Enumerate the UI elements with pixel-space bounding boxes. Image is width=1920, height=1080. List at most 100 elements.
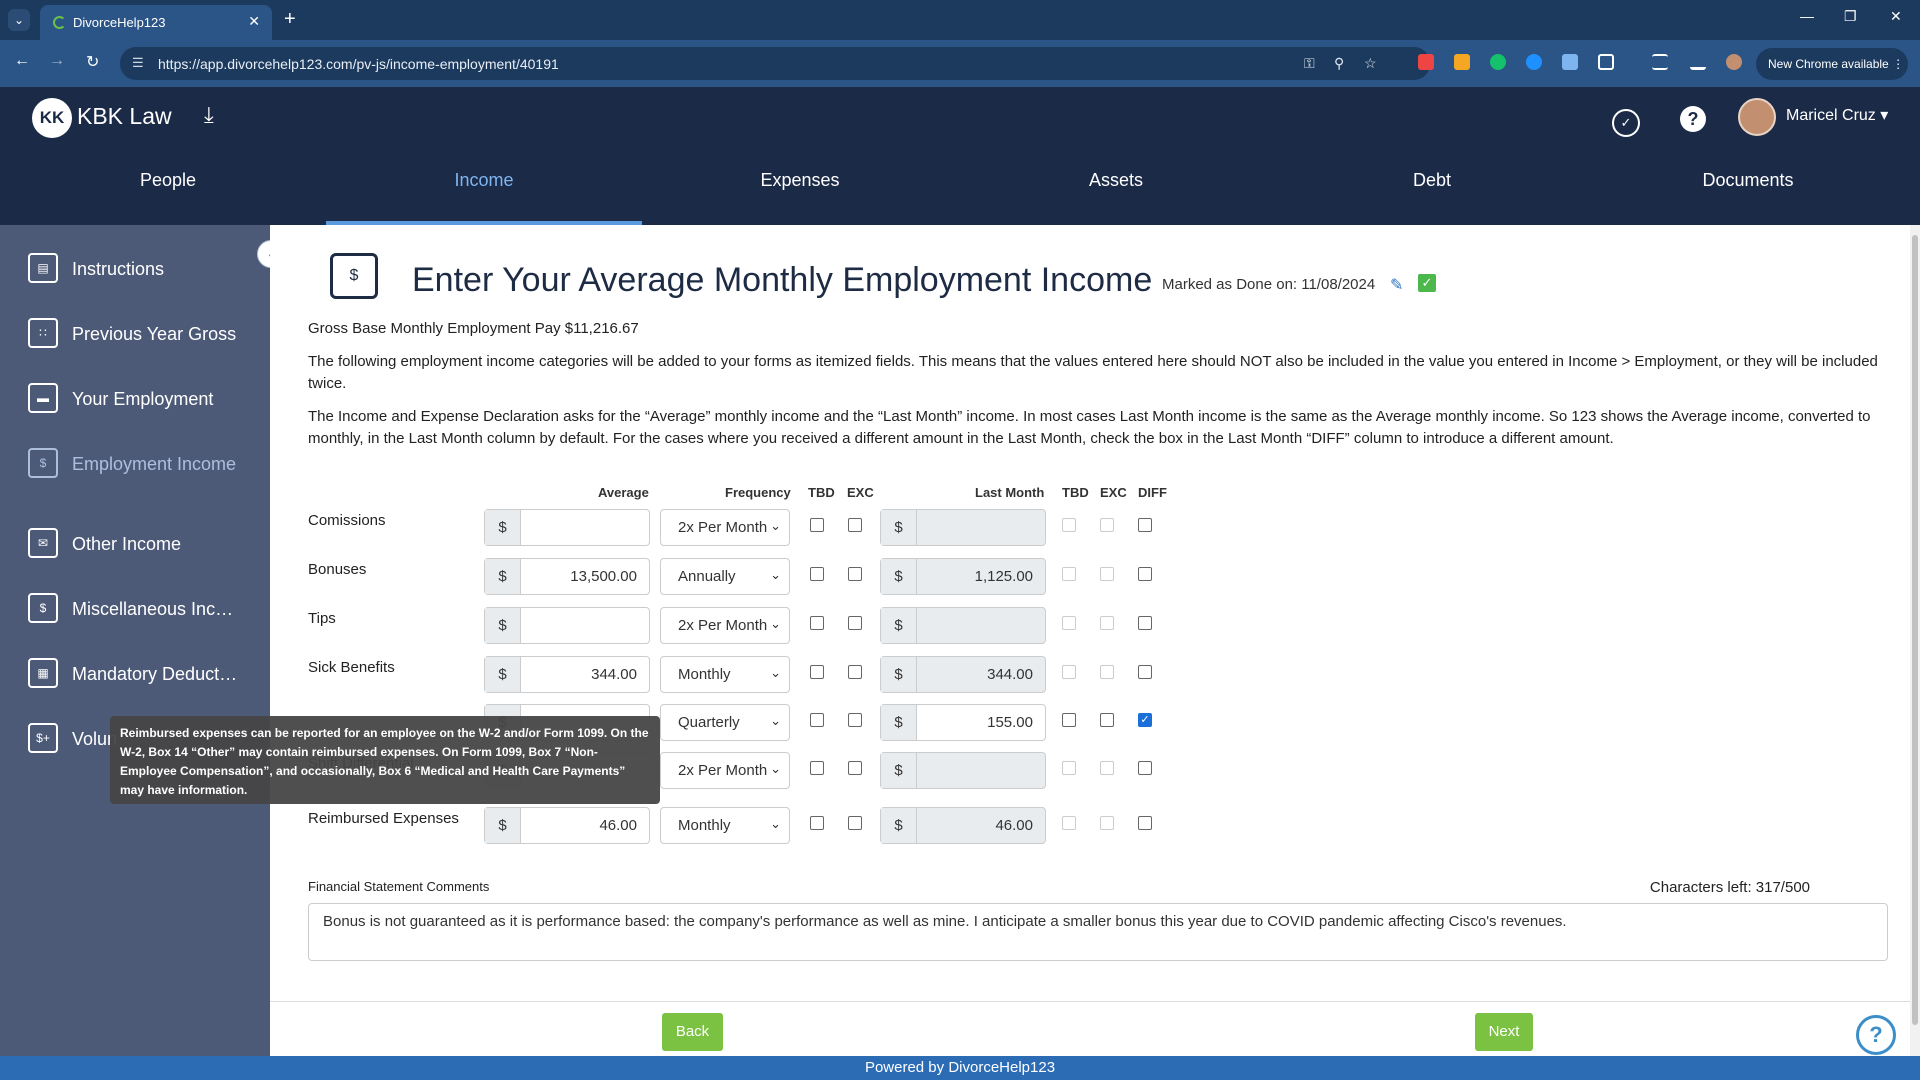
back-button[interactable]: Back — [662, 1013, 723, 1051]
extension-grid-icon[interactable] — [1454, 54, 1470, 70]
average-input[interactable]: $ 13,500.00 — [484, 558, 650, 595]
extension-color-icon[interactable] — [1418, 54, 1434, 70]
sidebar-item-mandatory-deductions[interactable]: ▦ Mandatory Deduct… — [0, 650, 270, 696]
avatar[interactable] — [1738, 98, 1776, 136]
frequency-select[interactable]: Monthly ⌄ — [660, 656, 790, 693]
window-close-icon[interactable]: ✕ — [1890, 8, 1902, 24]
exc-last-month-checkbox[interactable] — [1100, 713, 1114, 727]
help-circle-icon[interactable]: ? — [1856, 1015, 1896, 1055]
bookmark-star-icon[interactable]: ☆ — [1364, 55, 1377, 71]
page-title: Enter Your Average Monthly Employment In… — [412, 261, 1153, 299]
next-button[interactable]: Next — [1475, 1013, 1533, 1051]
average-input[interactable]: $ — [484, 509, 650, 546]
frequency-select[interactable]: 2x Per Month ⌄ — [660, 752, 790, 789]
browser-tab[interactable]: DivorceHelp123 ✕ — [40, 5, 272, 40]
profile-avatar-icon[interactable] — [1726, 54, 1742, 70]
edit-pencil-icon[interactable]: ✎ — [1390, 277, 1404, 294]
exc-last-month-checkbox — [1100, 616, 1114, 630]
average-input[interactable]: $ 46.00 — [484, 807, 650, 844]
tbd-checkbox[interactable] — [810, 761, 824, 775]
tbd-last-month-checkbox[interactable] — [1062, 713, 1076, 727]
sidebar-item-employment-income[interactable]: $ Employment Income — [0, 440, 270, 486]
exc-checkbox[interactable] — [848, 761, 862, 775]
reload-icon[interactable]: ↻ — [86, 54, 100, 71]
average-input[interactable]: $ — [484, 607, 650, 644]
extension-blue-icon[interactable] — [1526, 54, 1542, 70]
tbd-checkbox[interactable] — [810, 816, 824, 830]
diff-checkbox[interactable]: ✓ — [1138, 713, 1152, 727]
characters-left: Characters left: 317/500 — [1649, 879, 1810, 896]
exc-checkbox[interactable] — [848, 616, 862, 630]
restore-icon[interactable]: ❐ — [1844, 8, 1857, 24]
diff-checkbox[interactable] — [1138, 567, 1152, 581]
minimize-icon[interactable]: — — [1800, 8, 1814, 24]
password-key-icon[interactable]: ⚿ — [1304, 55, 1315, 71]
nav-assets[interactable]: Assets — [1088, 170, 1144, 190]
sidebar-item-voluntary[interactable]: $+ Volun — [0, 715, 270, 761]
tbd-checkbox[interactable] — [810, 665, 824, 679]
diff-checkbox[interactable] — [1138, 518, 1152, 532]
tab-close-icon[interactable]: ✕ — [248, 13, 260, 29]
frequency-select[interactable]: Annually ⌄ — [660, 558, 790, 595]
exc-checkbox[interactable] — [848, 816, 862, 830]
address-bar[interactable]: ☰ https://app.divorcehelp123.com/pv-js/i… — [120, 47, 1430, 80]
frequency-value: 2x Per Month — [678, 617, 768, 634]
tab-search-icon[interactable]: ⌄ — [8, 9, 30, 31]
nav-debt[interactable]: Debt — [1412, 170, 1452, 190]
nav-expenses[interactable]: Expenses — [760, 170, 840, 190]
nav-people[interactable]: People — [139, 170, 197, 190]
exc-checkbox[interactable] — [848, 567, 862, 581]
new-tab-icon[interactable]: + — [284, 8, 296, 30]
forward-arrow-icon[interactable]: → — [49, 52, 65, 69]
download-icon[interactable]: ⤓ — [204, 102, 214, 127]
exc-checkbox[interactable] — [848, 518, 862, 532]
exc-checkbox[interactable] — [848, 665, 862, 679]
last-month-input[interactable]: $ 155.00 — [880, 704, 1046, 741]
scrollbar-thumb[interactable] — [1912, 235, 1918, 1025]
downloads-icon[interactable] — [1690, 54, 1706, 70]
grammarly-icon[interactable] — [1490, 54, 1506, 70]
exc-last-month-checkbox — [1100, 816, 1114, 830]
diff-checkbox[interactable] — [1138, 665, 1152, 679]
sidebar-item-your-employment[interactable]: ▬ Your Employment — [0, 375, 270, 421]
frequency-select[interactable]: Quarterly ⌄ — [660, 704, 790, 741]
site-info-icon[interactable]: ☰ — [132, 55, 144, 70]
media-queue-icon[interactable] — [1652, 54, 1668, 70]
diff-checkbox[interactable] — [1138, 616, 1152, 630]
progress-check-icon[interactable]: ✓ — [1612, 109, 1640, 137]
diff-checkbox[interactable] — [1138, 761, 1152, 775]
frequency-select[interactable]: Monthly ⌄ — [660, 807, 790, 844]
sidebar-item-other-income[interactable]: ✉ Other Income — [0, 520, 270, 566]
user-menu[interactable]: Maricel Cruz ▾ — [1786, 107, 1889, 124]
currency-symbol: $ — [485, 510, 521, 545]
col-frequency: Frequency — [725, 485, 791, 500]
tbd-checkbox[interactable] — [810, 713, 824, 727]
tbd-checkbox[interactable] — [810, 518, 824, 532]
average-input[interactable]: $ 344.00 — [484, 656, 650, 693]
new-chrome-button[interactable]: New Chrome available ⋮ — [1756, 48, 1908, 80]
last-month-value: 46.00 — [995, 817, 1033, 834]
frequency-select[interactable]: 2x Per Month ⌄ — [660, 607, 790, 644]
diff-checkbox[interactable] — [1138, 816, 1152, 830]
extensions-puzzle-icon[interactable] — [1598, 54, 1614, 70]
done-check-icon[interactable]: ✓ — [1418, 274, 1436, 292]
sidebar-item-label: Instructions — [72, 259, 165, 279]
reader-icon[interactable] — [1562, 54, 1578, 70]
sidebar-item-label: Other Income — [72, 534, 182, 554]
back-arrow-icon[interactable]: ← — [14, 52, 30, 69]
nav-income[interactable]: Income — [326, 167, 642, 225]
sidebar-item-instructions[interactable]: ▤ Instructions — [0, 245, 270, 291]
nav-documents[interactable]: Documents — [1702, 170, 1794, 190]
last-month-value: 1,125.00 — [974, 568, 1033, 585]
sidebar-item-previous-year-gross[interactable]: ∷ Previous Year Gross — [0, 310, 270, 356]
scrollbar[interactable] — [1910, 225, 1920, 1056]
comments-textarea[interactable]: Bonus is not guaranteed as it is perform… — [308, 903, 1888, 961]
currency-symbol: $ — [485, 559, 521, 594]
tbd-checkbox[interactable] — [810, 567, 824, 581]
help-icon[interactable]: ? — [1680, 106, 1706, 132]
frequency-select[interactable]: 2x Per Month ⌄ — [660, 509, 790, 546]
tbd-checkbox[interactable] — [810, 616, 824, 630]
exc-checkbox[interactable] — [848, 713, 862, 727]
zoom-icon[interactable]: ⚲ — [1334, 55, 1345, 71]
sidebar-item-miscellaneous-income[interactable]: $ Miscellaneous Inc… — [0, 585, 270, 631]
